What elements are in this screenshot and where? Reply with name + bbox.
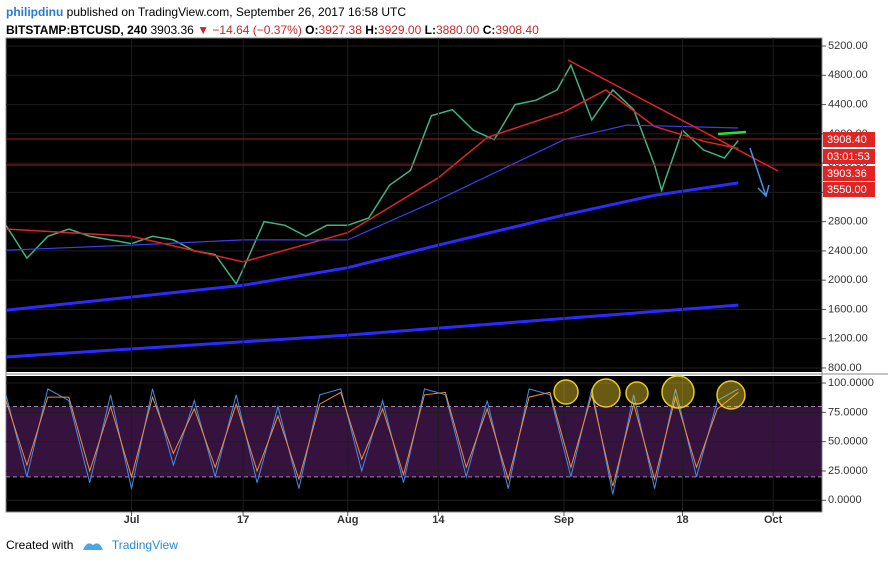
tag-bg: [823, 132, 875, 147]
symbol: BITSTAMP:BTCUSD, 240: [6, 23, 148, 37]
circle: [625, 381, 649, 405]
tag-bg: [823, 166, 875, 181]
price-tag: 3550.00: [827, 184, 867, 196]
price-tag: 3908.40: [827, 134, 867, 146]
price-tag: 3903.36: [827, 168, 867, 180]
o-label: O:: [305, 23, 319, 37]
h-label: H:: [365, 23, 378, 37]
high: 3929.00: [377, 23, 422, 37]
series-line: [5, 63, 739, 286]
oscillator-pane: [6, 376, 822, 512]
y-tick-label: 2400.00: [828, 245, 868, 257]
y-tick-label: 50.0000: [828, 436, 868, 448]
close: 3908.40: [495, 23, 539, 37]
y-tick-label: 1200.00: [828, 333, 868, 345]
resistance-mark: [717, 130, 747, 136]
y-tick-label: 0.0000: [828, 494, 862, 506]
x-tick-label: Jul: [124, 514, 140, 526]
x-tick-label: Aug: [337, 514, 358, 526]
chart: 800.00 1200.00 1600.00 2000.00 2400.00 2800.0…: [5, 37, 888, 526]
change: ▼ −14.64 (−0.37%): [197, 23, 302, 37]
x-tick-label: 14: [432, 514, 445, 526]
last: 3903.36: [150, 23, 194, 37]
x-tick-label: Sep: [554, 514, 574, 526]
c-label: C:: [482, 23, 496, 37]
series-line: [5, 388, 739, 495]
x-tick-label: Oct: [764, 514, 783, 526]
y-tick-label: 2000.00: [828, 274, 868, 286]
y-tick-label: 4800.00: [828, 69, 868, 81]
user[interactable]: philipdinu: [6, 5, 64, 19]
y-tick-label: 4400.00: [828, 98, 868, 110]
highlight-circles: [553, 375, 746, 410]
tag-bg: [823, 149, 875, 164]
frame: [5, 37, 823, 513]
footer: Created with TradingView: [6, 538, 178, 552]
open: 3927.38: [318, 23, 362, 37]
circle: [661, 375, 695, 409]
arrow: [749, 147, 770, 198]
circle: [716, 380, 746, 410]
header-line-2: BITSTAMP:BTCUSD, 240 3903.36 ▼ −14.64 (−…: [6, 23, 539, 37]
y-tick-label: 75.0000: [828, 406, 868, 418]
circle: [591, 378, 621, 408]
y-tick-label: 1600.00: [828, 303, 868, 315]
series-line: [5, 89, 739, 263]
l-label: L:: [424, 23, 436, 37]
price-pane: [6, 38, 822, 372]
created-with: Created with: [6, 538, 74, 552]
x-tick-label: 17: [237, 514, 249, 526]
trend-line: [567, 59, 779, 172]
header-line-1: philipdinu published on TradingView.com,…: [6, 5, 406, 19]
price-tag: 03:01:53: [827, 151, 870, 163]
y-tick-label: 5200.00: [828, 40, 868, 52]
tag-bg: [823, 182, 875, 197]
logo-shape: [82, 543, 103, 550]
low: 3880.00: [435, 23, 480, 37]
brand[interactable]: TradingView: [111, 538, 178, 552]
series-line: [5, 391, 739, 487]
logo: [82, 543, 103, 550]
x-tick-label: 18: [676, 514, 688, 526]
series-line: [5, 124, 739, 251]
price-tags: 3908.40 03:01:53 3903.36 3550.00: [823, 132, 875, 197]
published: published on TradingView.com, September …: [66, 5, 406, 19]
y-tick-label: 100.0000: [828, 377, 874, 389]
y-tick-label: 800.00: [828, 362, 862, 374]
y-tick-label: 2800.00: [828, 216, 868, 228]
y-tick-label: 25.0000: [828, 465, 868, 477]
circle: [553, 379, 579, 405]
